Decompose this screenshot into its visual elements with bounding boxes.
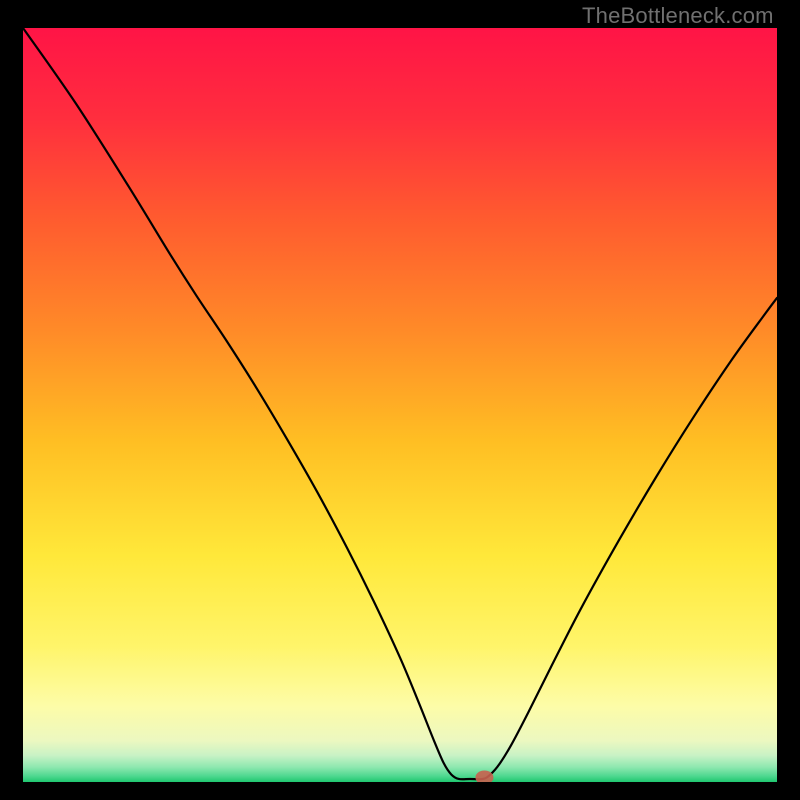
bottleneck-chart (23, 28, 777, 782)
gradient-background (23, 28, 777, 782)
watermark-text: TheBottleneck.com (582, 3, 774, 29)
